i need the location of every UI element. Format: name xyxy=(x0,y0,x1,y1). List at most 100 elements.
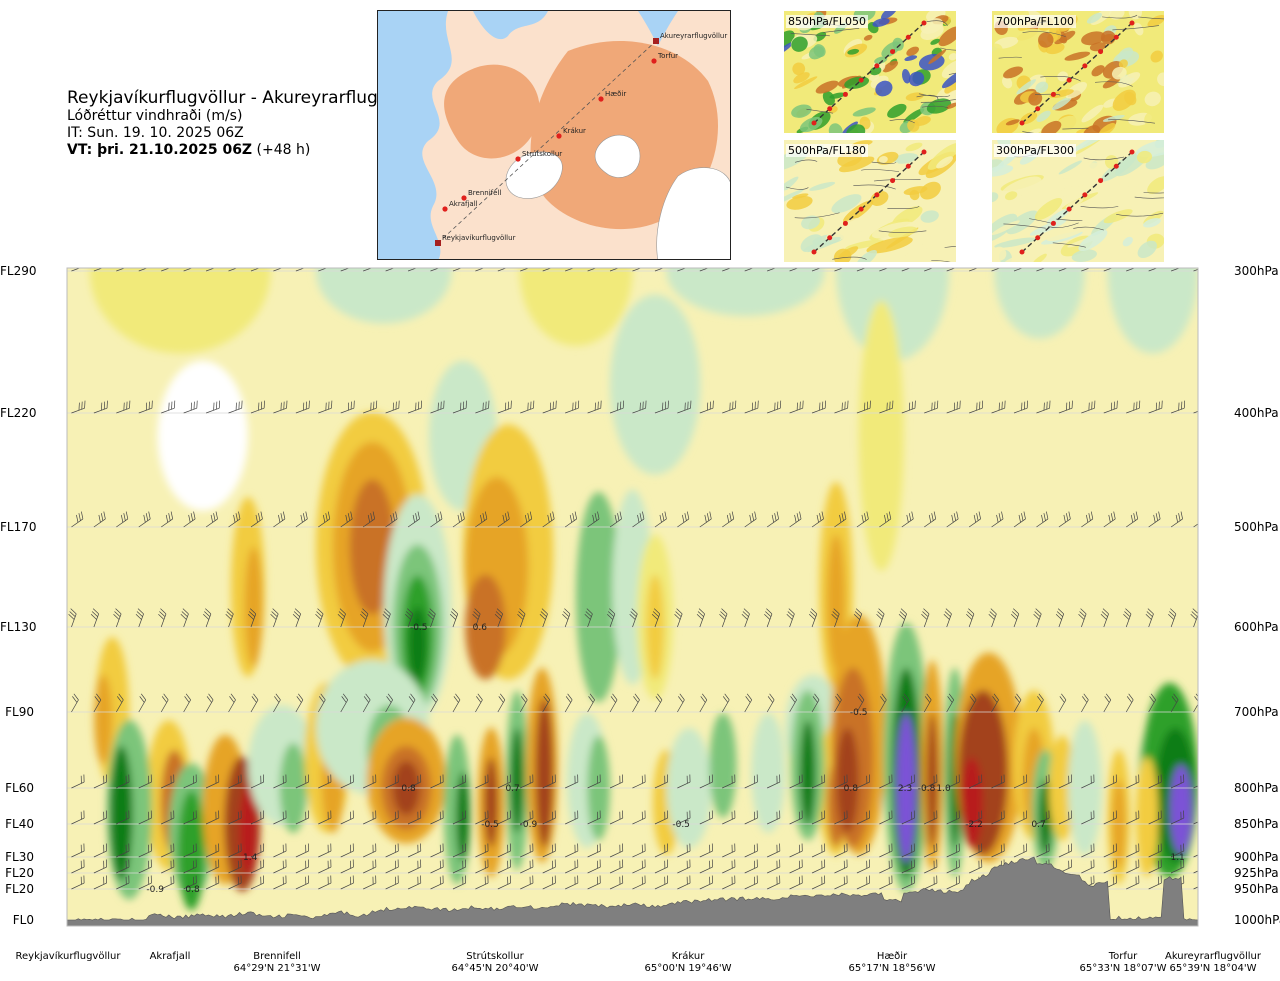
wind-barb-feather xyxy=(689,774,691,783)
wind-barb-feather xyxy=(1110,513,1114,521)
wind-barb xyxy=(475,400,490,414)
wind-barb-feather xyxy=(282,844,284,853)
wind-barb xyxy=(632,875,646,890)
thumbnail-300-label: 300hPa/FL300 xyxy=(994,144,1077,157)
wind-barb-feather xyxy=(419,259,424,267)
wind-barb-feather xyxy=(1068,511,1071,520)
wind-barb-feather xyxy=(731,860,733,869)
wind-barb-feather xyxy=(572,513,575,521)
wind-barb-feather xyxy=(1026,843,1028,852)
wind-barb-feather xyxy=(285,774,287,783)
wind-barb-feather xyxy=(832,611,839,617)
location-name: Brennifell xyxy=(253,951,301,962)
wind-barb-feather xyxy=(664,876,666,885)
wind-barb-feather xyxy=(462,860,464,869)
wind-barb-feather xyxy=(1066,268,1068,269)
wind-barb xyxy=(1193,268,1198,272)
wind-barb-feather xyxy=(327,811,329,820)
wind-barb-feather xyxy=(577,859,579,868)
wind-barb-feather xyxy=(500,693,506,701)
wind-barb-feather xyxy=(1088,402,1090,411)
thumbnail-500[interactable]: 500hPa/FL180 xyxy=(784,140,956,262)
wind-barb-feather xyxy=(103,511,106,520)
wind-barb-feather xyxy=(1063,514,1066,523)
wind-barb-feather xyxy=(397,875,399,884)
wind-barb xyxy=(1213,774,1231,788)
wind-barb-feather xyxy=(1090,844,1092,853)
wind-barb-feather xyxy=(572,402,574,411)
wind-barb-shaft xyxy=(654,866,668,874)
wind-barb-shaft xyxy=(901,866,915,874)
wind-barb xyxy=(363,859,377,874)
wind-barb-feather xyxy=(484,775,486,784)
wind-barb-feather xyxy=(213,402,215,411)
wind-barb-feather xyxy=(981,400,984,409)
thumbnail-300[interactable]: 300hPa/FL300 xyxy=(992,140,1164,262)
wind-barb-feather xyxy=(80,876,82,885)
wind-barb-shaft xyxy=(677,781,691,789)
wind-barb xyxy=(789,774,803,789)
wind-barb xyxy=(856,693,865,713)
wind-barb-feather xyxy=(341,696,347,703)
wind-barb-feather xyxy=(1160,810,1162,819)
wind-barb-feather xyxy=(1021,268,1023,269)
wind-barb-feather xyxy=(821,876,823,885)
location-label: Strútskollur 64°45'N 20°40'W xyxy=(435,951,555,975)
wind-barb-feather xyxy=(1026,810,1028,819)
velocity-contour-area xyxy=(484,757,498,848)
wind-barb-feather xyxy=(1071,859,1072,868)
wind-barb xyxy=(1058,693,1067,713)
wind-barb xyxy=(1103,693,1112,713)
wind-barb-feather xyxy=(712,400,714,409)
wind-barb xyxy=(183,400,198,414)
wind-barb xyxy=(161,875,175,890)
wind-barb-shaft xyxy=(677,882,691,890)
wind-barb-shaft xyxy=(721,699,730,713)
wind-barb-feather xyxy=(549,402,552,411)
wind-barb xyxy=(1148,843,1162,858)
wind-barb-shaft xyxy=(632,817,646,825)
wind-barb-feather xyxy=(888,860,890,869)
wind-barb-feather xyxy=(52,515,58,522)
wind-barb-feather xyxy=(706,402,709,411)
wind-barb-shaft xyxy=(205,817,219,825)
wind-barb xyxy=(879,511,892,528)
wind-barb-feather xyxy=(193,775,194,784)
wind-barb-feather xyxy=(1089,260,1094,268)
wind-barb-feather xyxy=(596,876,598,885)
wind-barb xyxy=(1013,693,1022,713)
wind-barb-feather xyxy=(688,259,693,267)
thumbnail-700[interactable]: 700hPa/FL100 xyxy=(992,11,1164,133)
wind-barb-feather xyxy=(641,811,643,820)
thumbnail-field-blob xyxy=(878,156,888,163)
thumbnail-coastline xyxy=(1003,223,1046,229)
wind-barb xyxy=(47,259,65,271)
thumbnail-field-blob xyxy=(948,53,956,61)
wind-barb-shaft xyxy=(138,268,153,272)
wind-barb-shaft xyxy=(1036,407,1050,414)
wind-barb-feather xyxy=(684,513,687,521)
wind-barb-feather xyxy=(1153,514,1156,523)
wind-barb-feather xyxy=(801,875,803,884)
wind-barb-shaft xyxy=(116,781,130,789)
wind-barb xyxy=(811,511,824,528)
wind-barb-shaft xyxy=(946,407,960,414)
thumbnail-field-blob xyxy=(1036,110,1051,122)
wind-barb-feather xyxy=(370,268,372,269)
wind-barb-feather xyxy=(978,811,980,820)
thumbnail-field-blob xyxy=(1127,180,1141,187)
wind-barb-feather xyxy=(844,401,846,410)
wind-barb-feather xyxy=(263,400,265,409)
thumbnail-850[interactable]: 850hPa/FL050 xyxy=(784,11,956,133)
wind-barb-feather xyxy=(700,696,706,703)
wind-barb-feather xyxy=(307,875,309,884)
wind-barb xyxy=(273,859,287,874)
wind-barb xyxy=(767,774,781,789)
wind-barb-feather xyxy=(908,513,912,521)
wind-barb xyxy=(1103,400,1118,414)
wind-barb-shaft xyxy=(138,850,152,858)
wind-barb-shaft xyxy=(789,268,803,272)
wind-barb-shaft xyxy=(991,850,1005,858)
wind-barb-feather xyxy=(667,843,668,852)
wind-barb-shaft xyxy=(856,817,870,825)
